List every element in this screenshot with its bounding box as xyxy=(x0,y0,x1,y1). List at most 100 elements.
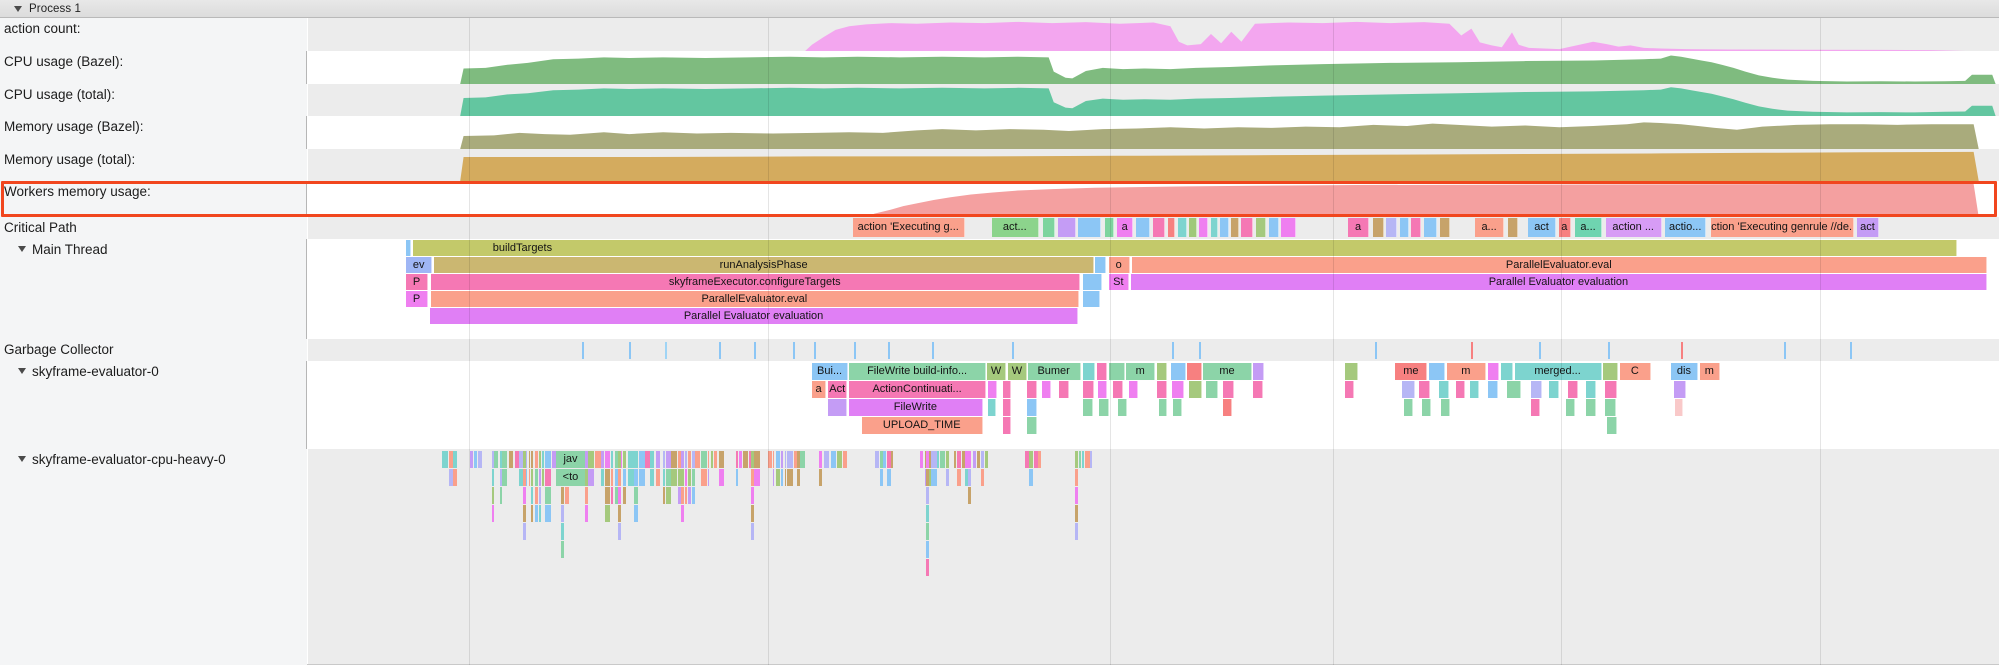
cpu-heavy-slice[interactable] xyxy=(627,469,634,486)
skyframe-slice-0-14[interactable] xyxy=(1344,363,1359,380)
skyframe-slice-1-6[interactable] xyxy=(1041,381,1052,398)
cpu-heavy-slice[interactable] xyxy=(939,451,945,468)
cpu-heavy-slice[interactable] xyxy=(655,469,661,486)
triangle-down-icon[interactable] xyxy=(18,368,26,374)
cpu-heavy-spike[interactable] xyxy=(585,469,589,486)
gc-instant-2[interactable] xyxy=(664,342,667,359)
cpu-heavy-slice[interactable] xyxy=(442,451,449,468)
cpu-heavy-slice[interactable] xyxy=(768,451,772,468)
skyframe-slice-1-12[interactable] xyxy=(1156,381,1167,398)
cpu-heavy-slice[interactable] xyxy=(666,487,671,504)
skyframe-slice-1-22[interactable] xyxy=(1456,381,1465,398)
cpu-heavy-spike[interactable] xyxy=(680,487,684,504)
cpu-heavy-slice[interactable] xyxy=(980,469,985,486)
cpu-heavy-slice[interactable] xyxy=(754,451,760,468)
critical-path-slice-6[interactable]: a xyxy=(1117,218,1134,237)
skyframe-slice-2-12[interactable] xyxy=(1422,399,1431,416)
gc-instant-15[interactable] xyxy=(1539,342,1541,359)
track-label-skyframe-evaluator-0[interactable]: skyframe-evaluator-0 xyxy=(0,361,307,449)
skyframe-slice-1-3[interactable] xyxy=(987,381,998,398)
cpu-heavy-slice[interactable] xyxy=(534,469,539,486)
cpu-heavy-slice[interactable] xyxy=(538,487,541,504)
cpu-heavy-slice[interactable] xyxy=(1089,451,1092,468)
gc-instant-5[interactable] xyxy=(793,342,796,359)
cpu-heavy-slice[interactable] xyxy=(784,451,787,468)
cpu-heavy-slice[interactable] xyxy=(794,451,797,468)
cpu-heavy-slice[interactable] xyxy=(588,469,594,486)
cpu-heavy-slice[interactable] xyxy=(928,451,931,468)
cpu-heavy-slice[interactable] xyxy=(781,451,783,468)
cpu-heavy-slice[interactable] xyxy=(787,451,793,468)
counter-track-cpu-usage-total[interactable] xyxy=(308,84,1999,116)
skyframe-slice-1-2[interactable]: ActionContinuati... xyxy=(849,381,987,398)
cpu-heavy-slice[interactable] xyxy=(474,451,477,468)
cpu-heavy-slice[interactable] xyxy=(684,487,688,504)
gc-instant-0[interactable] xyxy=(581,342,584,359)
cpu-heavy-slice[interactable] xyxy=(781,469,783,486)
cpu-heavy-spike[interactable] xyxy=(751,505,754,522)
cpu-heavy-spike[interactable] xyxy=(926,451,930,468)
cpu-heavy-slice[interactable] xyxy=(818,469,823,486)
skyframe-slice-1-4[interactable] xyxy=(1003,381,1011,398)
cpu-heavy-spike[interactable] xyxy=(522,487,526,504)
cpu-heavy-slice[interactable] xyxy=(541,469,544,486)
cpu-heavy-slice[interactable] xyxy=(695,451,701,468)
cpu-heavy-spike[interactable] xyxy=(585,487,589,504)
cpu-heavy-slice[interactable] xyxy=(784,469,787,486)
cpu-heavy-spike[interactable] xyxy=(926,541,930,558)
cpu-heavy-slice[interactable] xyxy=(684,451,688,468)
skyframe-slice-1-27[interactable] xyxy=(1549,381,1560,398)
main-thread-slice-4-0[interactable]: Parallel Evaluator evaluation xyxy=(429,308,1079,324)
cpu-heavy-slice[interactable] xyxy=(663,451,666,468)
cpu-heavy-spike[interactable] xyxy=(1074,469,1078,486)
cpu-heavy-slice[interactable] xyxy=(666,451,671,468)
critical-path-slice-28[interactable] xyxy=(1507,218,1518,237)
critical-path-slice-13[interactable] xyxy=(1211,218,1218,237)
cpu-heavy-slice[interactable] xyxy=(684,469,688,486)
cpu-heavy-slice[interactable] xyxy=(984,451,988,468)
skyframe-slice-1-30[interactable] xyxy=(1605,381,1617,398)
gc-instant-7[interactable] xyxy=(854,342,857,359)
cpu-heavy-slice[interactable] xyxy=(528,451,531,468)
cpu-heavy-slice[interactable] xyxy=(880,451,883,468)
cpu-heavy-slice[interactable] xyxy=(531,487,534,504)
skyframe-slice-0-19[interactable] xyxy=(1501,363,1513,380)
cpu-heavy-slice[interactable] xyxy=(735,469,739,486)
cpu-heavy-slice[interactable] xyxy=(531,451,534,468)
critical-path-slice-10[interactable] xyxy=(1178,218,1187,237)
cpu-heavy-spike[interactable] xyxy=(926,523,930,540)
cpu-heavy-slice[interactable] xyxy=(541,451,544,468)
main-thread-slice-0-1[interactable]: buildTargets xyxy=(412,240,1957,256)
critical-path-slice-19[interactable] xyxy=(1281,218,1296,237)
cpu-heavy-slice[interactable] xyxy=(687,469,692,486)
skyframe-slice-1-19[interactable] xyxy=(1402,381,1415,398)
counter-track-workers-memory-usage[interactable] xyxy=(308,181,1999,217)
skyframe-slice-2-0[interactable] xyxy=(828,399,847,416)
cpu-heavy-spike[interactable] xyxy=(560,541,564,558)
cpu-heavy-slice[interactable] xyxy=(692,469,695,486)
skyframe-slice-2-5[interactable] xyxy=(1082,399,1093,416)
gc-instant-3[interactable] xyxy=(718,342,721,359)
critical-path-slice-25[interactable] xyxy=(1424,218,1437,237)
skyframe-slice-0-10[interactable] xyxy=(1171,363,1186,380)
critical-path-slice-22[interactable] xyxy=(1386,218,1397,237)
cpu-heavy-slice[interactable] xyxy=(525,469,528,486)
cpu-heavy-slice[interactable] xyxy=(528,469,531,486)
skyframe-slice-2-8[interactable] xyxy=(1158,399,1168,416)
cpu-heavy-slice[interactable] xyxy=(739,451,743,468)
cpu-heavy-slice[interactable] xyxy=(968,487,972,504)
cpu-heavy-slice[interactable] xyxy=(977,451,980,468)
cpu-heavy-slice[interactable] xyxy=(534,505,539,522)
cpu-heavy-slice[interactable] xyxy=(611,451,614,468)
cpu-heavy-slice[interactable] xyxy=(735,451,739,468)
skyframe-slice-3-0[interactable]: UPLOAD_TIME xyxy=(861,417,983,434)
cpu-heavy-slice[interactable] xyxy=(701,451,707,468)
cpu-heavy-slice[interactable] xyxy=(968,451,972,468)
cpu-heavy-slice[interactable] xyxy=(711,451,713,468)
skyframe-slice-1-18[interactable] xyxy=(1344,381,1354,398)
cpu-heavy-slice[interactable] xyxy=(973,451,976,468)
skyframe-slice-0-8[interactable]: m xyxy=(1126,363,1156,380)
cpu-heavy-slice[interactable] xyxy=(627,451,634,468)
critical-path-slice-24[interactable] xyxy=(1411,218,1422,237)
cpu-heavy-slice[interactable] xyxy=(614,487,620,504)
